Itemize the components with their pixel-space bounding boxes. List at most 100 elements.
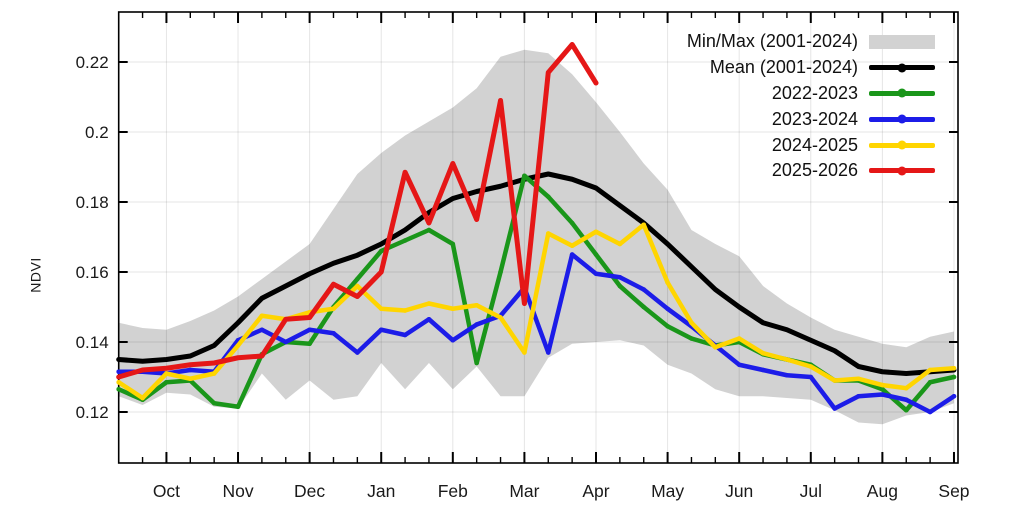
series-point (283, 339, 289, 345)
legend-item-2023-2024: 2023-2024 (420, 106, 935, 132)
series-point (140, 395, 145, 401)
legend-line-swatch (869, 140, 935, 150)
series-point (355, 350, 360, 355)
series-point (617, 241, 623, 247)
x-tick-label-month: Apr (582, 481, 609, 501)
chart-legend: Min/Max (2001-2024) Mean (2001-2024) 2022-… (420, 29, 935, 184)
series-point (474, 302, 479, 308)
series-point (235, 404, 241, 410)
series-point (784, 357, 790, 362)
series-point (880, 392, 885, 397)
series-point (784, 372, 790, 378)
legend-swatch-dot (897, 140, 907, 150)
series-point (402, 332, 408, 338)
series-point (522, 350, 527, 355)
series-point (617, 274, 623, 280)
series-point (307, 327, 312, 333)
y-tick-label: 0.22 (76, 53, 109, 72)
series-point (474, 217, 479, 222)
series-point (665, 323, 670, 329)
legend-item-2022-2023: 2022-2023 (420, 81, 935, 107)
series-point (235, 355, 241, 361)
series-point (617, 283, 623, 289)
series-point (569, 42, 575, 47)
y-axis-title: NDVI (27, 257, 44, 293)
series-point (378, 327, 384, 333)
y-tick-label: 0.12 (76, 403, 109, 422)
series-point (259, 353, 265, 359)
legend-item-min-max-2001-2024-: Min/Max (2001-2024) (420, 29, 935, 55)
x-tick-label-month: May (651, 481, 684, 501)
x-tick-label-month: Feb (438, 481, 468, 501)
series-point (450, 337, 456, 343)
series-point (450, 241, 456, 247)
series-point (736, 336, 742, 341)
x-tick-label-month: Nov (222, 481, 253, 501)
x-tick-label-month: Aug (867, 481, 898, 501)
series-point (331, 330, 336, 336)
series-point (760, 350, 766, 356)
series-point (187, 362, 193, 368)
series-point (211, 400, 217, 406)
series-point (355, 294, 360, 299)
series-point (545, 70, 551, 75)
series-point (522, 173, 527, 179)
x-tick-label-month: Jul (800, 481, 822, 501)
legend-label: 2022-2023 (771, 82, 858, 103)
legend-label: 2025-2026 (771, 160, 858, 181)
series-point (402, 238, 408, 243)
series-point (689, 336, 694, 341)
series-point (880, 382, 885, 388)
series-point (259, 327, 265, 333)
y-tick-label: 0.14 (76, 333, 109, 352)
series-point (116, 369, 121, 375)
series-point (593, 80, 599, 86)
series-point (522, 301, 527, 306)
series-point (903, 385, 909, 391)
series-point (498, 98, 503, 103)
series-point (498, 269, 503, 275)
series-point (641, 222, 647, 228)
series-point (116, 386, 121, 392)
series-point (951, 393, 957, 399)
legend-label: 2023-2024 (771, 108, 858, 129)
series-point (856, 376, 861, 382)
legend-line-swatch (869, 166, 935, 176)
series-point (355, 276, 360, 282)
series-point (903, 397, 909, 403)
series-point (641, 287, 647, 292)
series-point (378, 306, 384, 312)
series-point (187, 367, 193, 373)
series-point (927, 409, 933, 415)
series-point (116, 379, 121, 385)
series-point (402, 169, 408, 175)
legend-band-swatch (869, 34, 935, 49)
series-point (713, 344, 718, 350)
series-point (545, 231, 551, 236)
legend-swatch-dot (897, 114, 907, 124)
y-tick-label: 0.16 (76, 263, 109, 282)
x-tick-label-month: Jun (725, 481, 753, 501)
series-point (426, 301, 432, 306)
series-point (832, 378, 837, 383)
legend-label: Min/Max (2001-2024) (686, 31, 858, 52)
series-point (951, 365, 957, 371)
series-point (545, 194, 551, 200)
legend-item-2024-2025: 2024-2025 (420, 132, 935, 158)
series-point (927, 367, 933, 373)
series-point (474, 360, 479, 366)
series-point (498, 315, 503, 320)
series-point (426, 227, 432, 233)
series-point (593, 271, 599, 277)
series-point (665, 280, 670, 285)
series-point (259, 313, 265, 319)
series-point (545, 350, 551, 355)
series-point (808, 364, 814, 369)
series-point (355, 283, 360, 289)
series-point (164, 365, 169, 371)
series-point (164, 379, 169, 385)
x-tick-label-month: Mar (509, 481, 539, 501)
legend-label: 2024-2025 (771, 134, 858, 155)
x-tick-label-month: Jan (367, 481, 395, 501)
